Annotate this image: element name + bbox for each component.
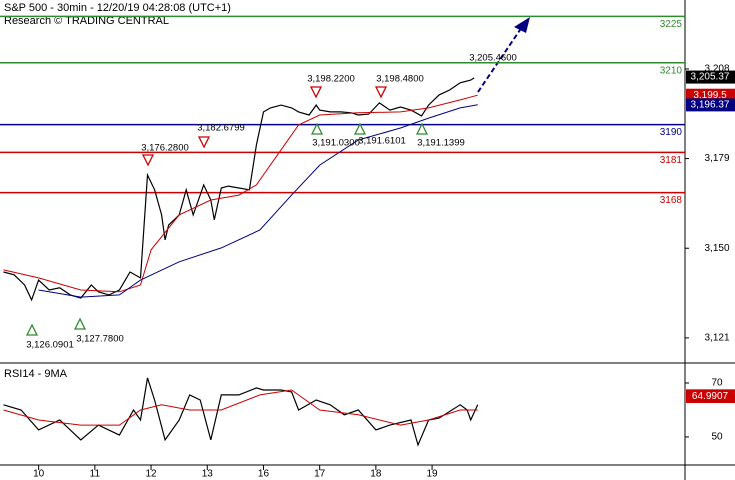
level-label: 3210 bbox=[660, 65, 683, 76]
series-line bbox=[3, 94, 478, 293]
x-tick-label: 17 bbox=[314, 469, 326, 480]
last-value-label: 3,205.37 bbox=[691, 72, 730, 83]
y-tick-label: 3,208 bbox=[704, 64, 729, 75]
last-value-label: 64.9907 bbox=[692, 391, 729, 402]
annotation: 3,191.6101 bbox=[358, 136, 406, 147]
annotation: 3,127.7800 bbox=[76, 334, 124, 345]
y-tick-label: 70 bbox=[711, 378, 723, 389]
annotation: 3,176.2800 bbox=[141, 143, 189, 154]
last-value-label: 3,199.5 bbox=[693, 90, 727, 101]
y-tick-label: 3,179 bbox=[704, 153, 729, 164]
series-line bbox=[3, 377, 479, 447]
arrow-head bbox=[514, 17, 530, 33]
series-line bbox=[3, 77, 475, 302]
x-tick-label: 10 bbox=[33, 469, 45, 480]
x-tick-label: 13 bbox=[202, 469, 214, 480]
forecast-arrow bbox=[477, 26, 523, 93]
y-tick-label: 50 bbox=[711, 432, 723, 443]
level-label: 3225 bbox=[660, 19, 683, 30]
annotation-marker bbox=[415, 122, 429, 135]
x-tick-label: 19 bbox=[427, 469, 439, 480]
level-label: 3190 bbox=[660, 127, 683, 138]
last-value-box bbox=[686, 70, 735, 84]
y-tick-label: 3,150 bbox=[704, 243, 729, 254]
annotation-marker bbox=[73, 317, 87, 330]
annotation-marker bbox=[141, 154, 155, 167]
rsi-title: RSI14 - 9MA bbox=[4, 368, 68, 380]
annotation-marker bbox=[197, 136, 211, 149]
x-tick-label: 11 bbox=[90, 469, 101, 480]
x-tick-label: 12 bbox=[145, 469, 157, 480]
level-label: 3168 bbox=[660, 195, 683, 206]
y-tick-label: 3,121 bbox=[704, 333, 729, 344]
chart-subtitle: Research © TRADING CENTRAL bbox=[4, 15, 169, 27]
last-value-box bbox=[686, 390, 735, 404]
annotation-marker bbox=[374, 86, 388, 99]
level-label: 3181 bbox=[660, 155, 683, 166]
x-tick-label: 18 bbox=[370, 469, 382, 480]
annotation: 3,126.0901 bbox=[26, 340, 74, 351]
annotation: 3,205.4600 bbox=[469, 53, 517, 64]
annotation-marker bbox=[25, 323, 39, 336]
annotation-marker bbox=[310, 122, 324, 135]
annotation: 3,182.6799 bbox=[197, 123, 245, 134]
chart-title: S&P 500 - 30min - 12/20/19 04:28:08 (UTC… bbox=[4, 2, 231, 14]
last-value-label: 3,196.37 bbox=[691, 100, 730, 111]
last-value-box bbox=[686, 98, 735, 112]
annotation: 3,191.0300 bbox=[312, 138, 360, 149]
annotation-marker bbox=[309, 86, 323, 99]
series-line bbox=[3, 389, 478, 426]
x-tick-label: 16 bbox=[258, 469, 270, 480]
series-line bbox=[38, 104, 478, 298]
annotation: 3,191.1399 bbox=[417, 138, 465, 149]
annotation: 3,198.2200 bbox=[307, 74, 355, 85]
annotation-marker bbox=[353, 122, 367, 135]
annotation: 3,198.4800 bbox=[376, 74, 424, 85]
